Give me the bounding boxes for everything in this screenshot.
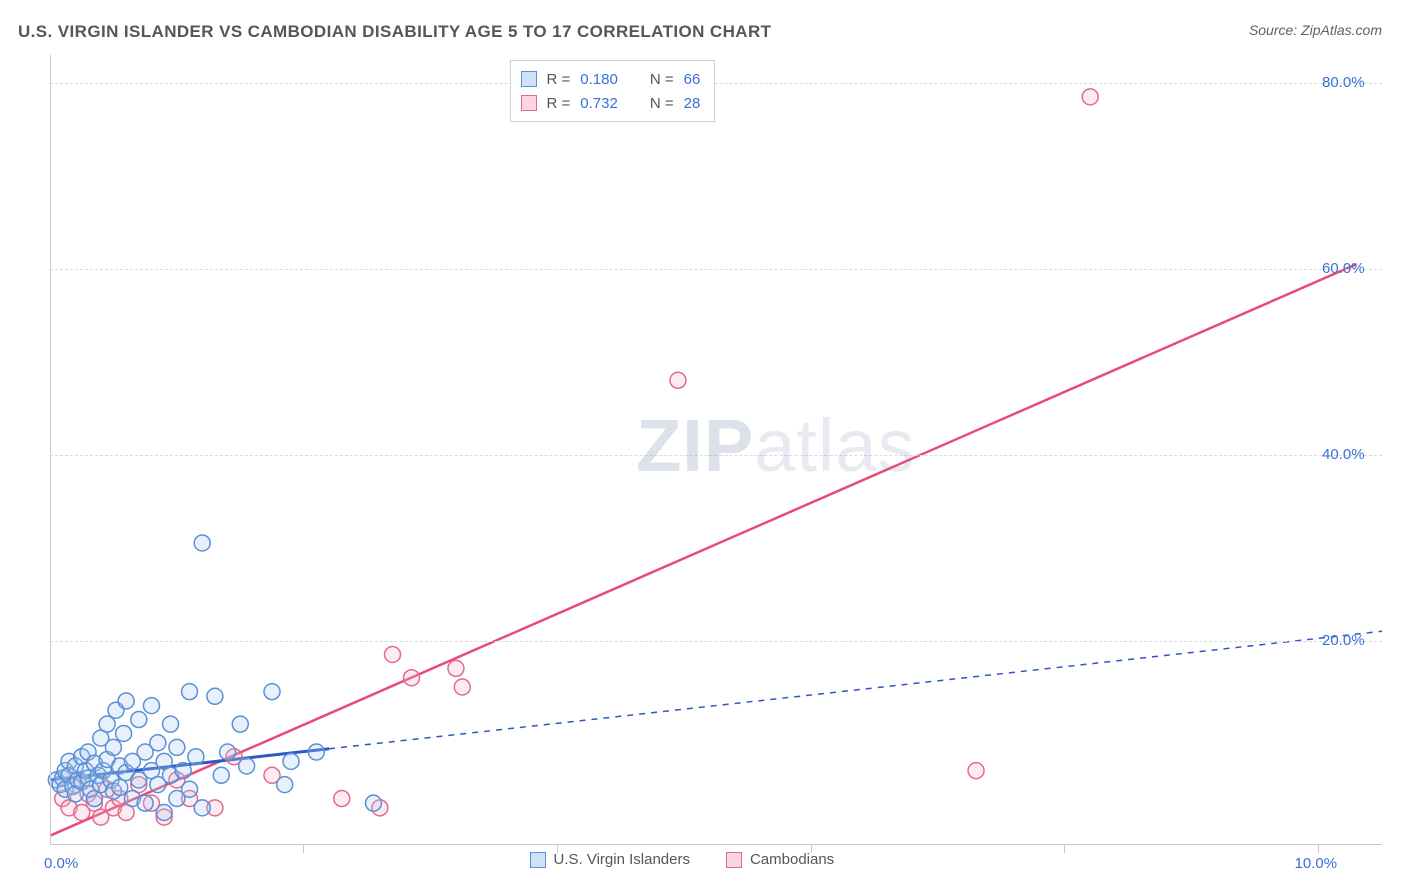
trend-line-cambodian — [50, 264, 1357, 836]
point-usvi — [175, 763, 191, 779]
point-usvi — [182, 781, 198, 797]
source-label: Source: — [1249, 22, 1297, 38]
x-tick-label: 10.0% — [1295, 855, 1338, 872]
trend-line-usvi-dashed — [329, 631, 1382, 749]
point-usvi — [169, 739, 185, 755]
n-value: 28 — [684, 95, 701, 112]
y-axis — [50, 55, 51, 845]
gridline — [50, 641, 1382, 642]
point-usvi — [137, 795, 153, 811]
legend-swatch — [521, 71, 537, 87]
n-label: N = — [650, 95, 674, 112]
gridline — [50, 269, 1382, 270]
point-usvi — [232, 716, 248, 732]
plot-area: 20.0%40.0%60.0%80.0%0.0%10.0% — [50, 55, 1382, 845]
point-usvi — [118, 693, 134, 709]
n-label: N = — [650, 71, 674, 88]
r-value: 0.180 — [580, 71, 618, 88]
point-usvi — [194, 535, 210, 551]
point-usvi — [188, 749, 204, 765]
point-usvi — [239, 758, 255, 774]
stat-legend-row: R = 0.732 N = 28 — [521, 91, 701, 115]
legend-swatch — [530, 852, 546, 868]
point-usvi — [308, 744, 324, 760]
n-value: 66 — [684, 71, 701, 88]
y-tick-label: 60.0% — [1322, 260, 1365, 277]
series-legend-label: Cambodians — [750, 851, 834, 868]
plot-svg — [50, 55, 1382, 845]
point-usvi — [99, 716, 115, 732]
correlation-legend: R = 0.180 N = 66 R = 0.732 N = 28 — [510, 60, 716, 122]
point-usvi — [182, 684, 198, 700]
legend-swatch — [726, 852, 742, 868]
point-usvi — [105, 739, 121, 755]
gridline — [50, 455, 1382, 456]
source-citation: Source: ZipAtlas.com — [1249, 22, 1382, 38]
gridline — [50, 83, 1382, 84]
point-cambodian — [454, 679, 470, 695]
point-usvi — [365, 795, 381, 811]
x-axis — [50, 844, 1382, 845]
point-cambodian — [670, 372, 686, 388]
point-cambodian — [404, 670, 420, 686]
r-label: R = — [547, 95, 571, 112]
x-tick — [1064, 845, 1065, 853]
point-usvi — [264, 684, 280, 700]
point-usvi — [194, 800, 210, 816]
point-usvi — [283, 753, 299, 769]
series-legend-label: U.S. Virgin Islanders — [554, 851, 690, 868]
stat-legend-row: R = 0.180 N = 66 — [521, 67, 701, 91]
point-usvi — [220, 744, 236, 760]
series-legend: U.S. Virgin Islanders Cambodians — [530, 851, 835, 868]
point-usvi — [143, 698, 159, 714]
series-legend-item: Cambodians — [726, 851, 834, 868]
point-usvi — [277, 777, 293, 793]
point-usvi — [163, 716, 179, 732]
x-tick — [1318, 845, 1319, 853]
point-usvi — [112, 779, 128, 795]
y-tick-label: 20.0% — [1322, 632, 1365, 649]
point-usvi — [131, 712, 147, 728]
point-usvi — [150, 735, 166, 751]
x-tick-label: 0.0% — [44, 855, 78, 872]
source-value: ZipAtlas.com — [1301, 22, 1382, 38]
point-cambodian — [385, 646, 401, 662]
chart-container: U.S. VIRGIN ISLANDER VS CAMBODIAN DISABI… — [0, 0, 1406, 892]
point-cambodian — [1082, 89, 1098, 105]
r-value: 0.732 — [580, 95, 618, 112]
r-label: R = — [547, 71, 571, 88]
chart-title: U.S. VIRGIN ISLANDER VS CAMBODIAN DISABI… — [18, 22, 771, 42]
x-tick — [303, 845, 304, 853]
series-legend-item: U.S. Virgin Islanders — [530, 851, 690, 868]
point-cambodian — [968, 763, 984, 779]
point-cambodian — [334, 791, 350, 807]
point-usvi — [156, 804, 172, 820]
point-cambodian — [448, 660, 464, 676]
legend-swatch — [521, 95, 537, 111]
point-usvi — [213, 767, 229, 783]
y-tick-label: 80.0% — [1322, 74, 1365, 91]
point-usvi — [207, 688, 223, 704]
point-usvi — [116, 725, 132, 741]
y-tick-label: 40.0% — [1322, 446, 1365, 463]
